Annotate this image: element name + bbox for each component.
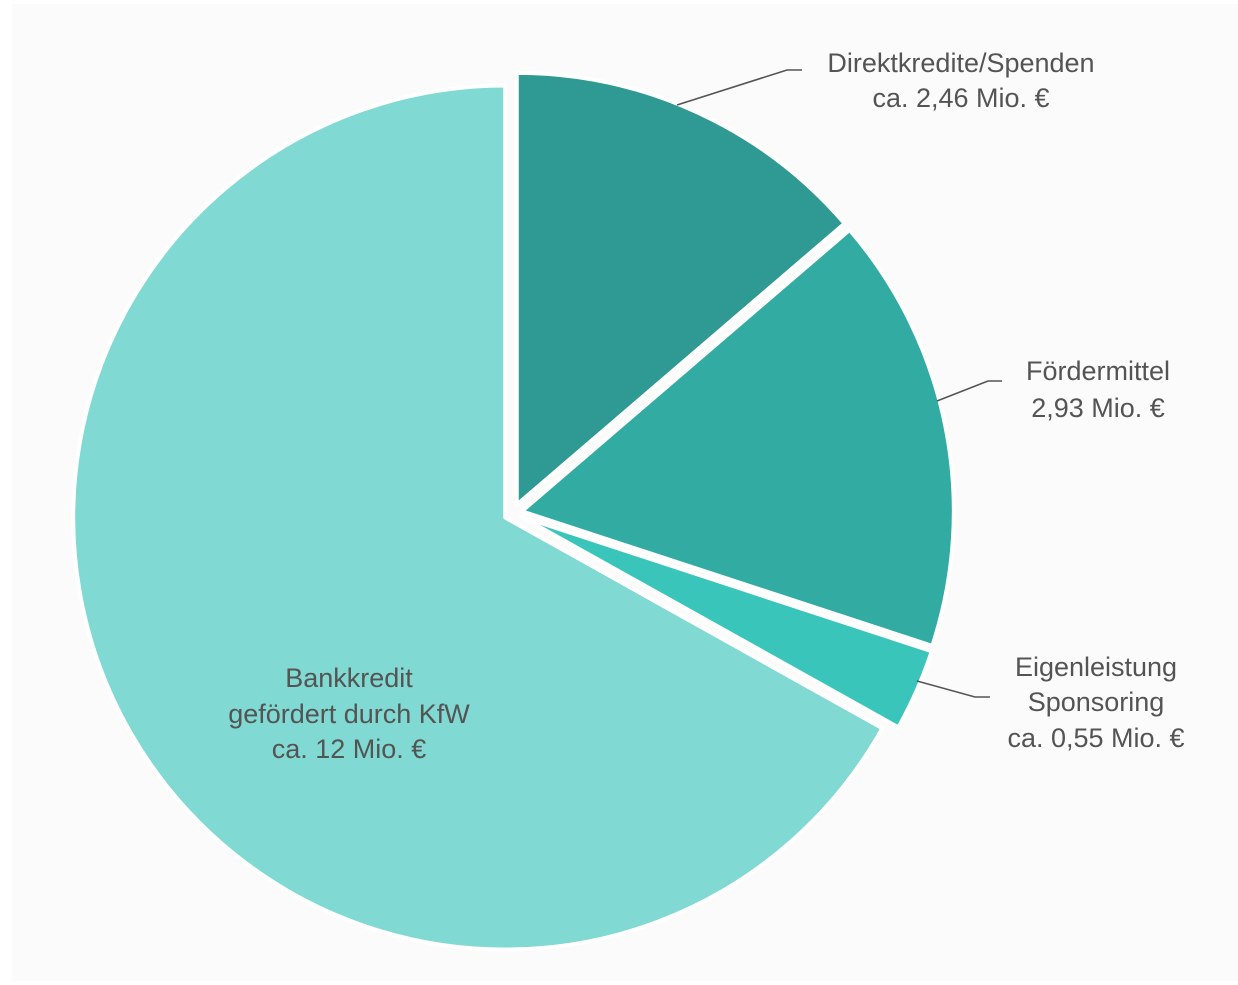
label-foerdermittel-name: Fördermittel — [1026, 356, 1170, 386]
label-bankkredit-value: ca. 12 Mio. € — [272, 734, 427, 764]
slice-bankkredit — [71, 83, 885, 952]
label-eigenleistung-name: Eigenleistung — [1015, 652, 1177, 682]
leader-line-eigenleistung — [916, 680, 990, 698]
label-foerdermittel: Fördermittel 2,93 Mio. € — [1026, 356, 1170, 423]
label-direktkredite-value: ca. 2,46 Mio. € — [872, 83, 1049, 113]
label-foerdermittel-value: 2,93 Mio. € — [1031, 393, 1165, 423]
label-bankkredit-name: Bankkredit — [285, 663, 413, 693]
leader-line-direktkredite — [676, 69, 802, 106]
label-eigenleistung-value: ca. 0,55 Mio. € — [1007, 723, 1184, 753]
slice-eigenleistung — [519, 514, 934, 730]
leader-line-foerdermittel — [936, 380, 1002, 402]
label-eigenleistung: Eigenleistung Sponsoring ca. 0,55 Mio. € — [1007, 652, 1184, 753]
slice-direktkredite — [514, 70, 847, 507]
label-eigenleistung-name-line2: Sponsoring — [1028, 687, 1165, 717]
slice-foerdermittel — [519, 227, 956, 648]
label-bankkredit: Bankkredit gefördert durch KfW ca. 12 Mi… — [228, 663, 470, 764]
label-direktkredite-name: Direktkredite/Spenden — [827, 48, 1094, 78]
label-bankkredit-name-line2: gefördert durch KfW — [228, 699, 470, 729]
label-direktkredite: Direktkredite/Spenden ca. 2,46 Mio. € — [827, 48, 1094, 113]
pie-slices — [71, 70, 956, 952]
